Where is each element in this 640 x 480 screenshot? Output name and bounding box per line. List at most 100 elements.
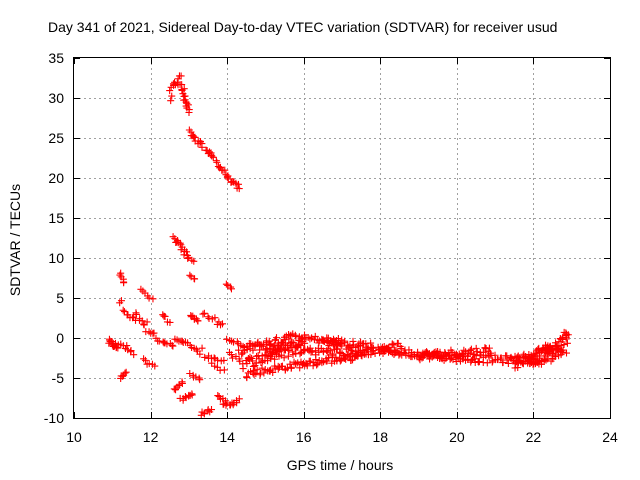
data-point xyxy=(215,318,223,326)
y-tick-label: 15 xyxy=(48,210,64,226)
data-point xyxy=(336,348,344,356)
data-point xyxy=(138,317,146,325)
data-point xyxy=(321,338,329,346)
data-point xyxy=(325,354,333,362)
x-tick-label: 22 xyxy=(526,429,542,445)
data-point xyxy=(238,350,246,358)
data-point xyxy=(532,349,540,357)
data-point xyxy=(467,356,475,364)
data-point xyxy=(178,337,186,345)
data-point xyxy=(287,364,295,372)
x-tick-label: 10 xyxy=(66,429,82,445)
y-axis-label: SDTVAR / TECUs xyxy=(7,184,23,296)
data-point xyxy=(196,376,204,384)
data-point xyxy=(545,347,553,355)
data-point xyxy=(278,362,286,370)
data-point xyxy=(235,395,243,403)
data-point xyxy=(249,357,257,365)
data-point xyxy=(239,365,247,373)
data-point xyxy=(214,392,222,400)
x-tick-labels: 10 12 14 16 18 20 22 24 xyxy=(66,429,618,445)
data-point xyxy=(130,351,138,359)
data-point xyxy=(123,342,131,350)
y-tick-label: 30 xyxy=(48,90,64,106)
data-point xyxy=(192,373,200,381)
data-point xyxy=(183,99,191,107)
data-point xyxy=(114,344,122,352)
data-point xyxy=(463,352,471,360)
data-point xyxy=(387,347,395,355)
data-point xyxy=(223,335,231,343)
y-tick-label: 10 xyxy=(48,250,64,266)
data-point xyxy=(371,349,379,357)
x-tick-label: 12 xyxy=(143,429,159,445)
data-point xyxy=(168,341,176,349)
data-point xyxy=(306,335,314,343)
y-tick-labels: -10 -5 0 5 10 15 20 25 30 35 xyxy=(44,50,64,426)
data-point xyxy=(308,348,316,356)
y-tick-label: 0 xyxy=(56,330,64,346)
data-point xyxy=(398,345,406,353)
data-point xyxy=(514,364,522,372)
y-tick-label: 35 xyxy=(48,50,64,66)
data-point xyxy=(286,340,294,348)
data-point xyxy=(188,391,196,399)
data-point xyxy=(262,339,270,347)
data-point xyxy=(376,349,384,357)
data-point xyxy=(260,369,268,377)
data-point xyxy=(267,349,275,357)
data-point xyxy=(249,362,257,370)
data-point xyxy=(235,185,243,193)
data-point xyxy=(542,356,550,364)
data-point xyxy=(229,178,237,186)
data-point xyxy=(121,369,129,377)
data-point xyxy=(166,318,174,326)
data-point xyxy=(549,350,557,358)
data-point xyxy=(442,353,450,361)
data-point xyxy=(299,338,307,346)
data-point xyxy=(313,361,321,369)
data-point xyxy=(269,368,277,376)
data-point xyxy=(279,341,287,349)
data-point xyxy=(178,379,186,387)
data-point xyxy=(155,337,163,345)
data-point xyxy=(303,362,311,370)
data-point xyxy=(291,331,299,339)
data-point xyxy=(563,349,571,357)
data-point xyxy=(189,132,197,140)
data-point xyxy=(221,166,229,174)
data-point xyxy=(280,346,288,354)
data-point xyxy=(211,314,219,322)
data-point xyxy=(261,351,269,359)
data-point xyxy=(499,358,507,366)
data-point xyxy=(186,271,194,279)
data-point xyxy=(564,331,572,339)
data-point xyxy=(467,345,475,353)
data-point xyxy=(343,351,351,359)
data-point xyxy=(323,357,331,365)
data-point xyxy=(540,352,548,360)
data-point xyxy=(200,409,208,417)
data-point xyxy=(213,158,221,166)
data-point xyxy=(280,354,288,362)
y-tick-label: 25 xyxy=(48,130,64,146)
data-point xyxy=(390,341,398,349)
data-point xyxy=(204,354,212,362)
axis-ticks xyxy=(74,58,611,419)
data-point xyxy=(167,97,175,105)
data-point xyxy=(184,254,192,262)
data-point xyxy=(349,356,357,364)
data-point xyxy=(460,351,468,359)
data-point xyxy=(196,350,204,358)
data-point xyxy=(194,317,202,325)
data-point xyxy=(150,329,158,337)
data-point xyxy=(234,180,242,188)
data-point xyxy=(180,85,188,93)
data-point xyxy=(208,406,216,414)
data-point xyxy=(208,152,216,160)
data-point xyxy=(218,320,226,328)
data-point xyxy=(120,279,128,287)
y-tick-label: -5 xyxy=(52,370,65,386)
data-point xyxy=(252,359,260,367)
